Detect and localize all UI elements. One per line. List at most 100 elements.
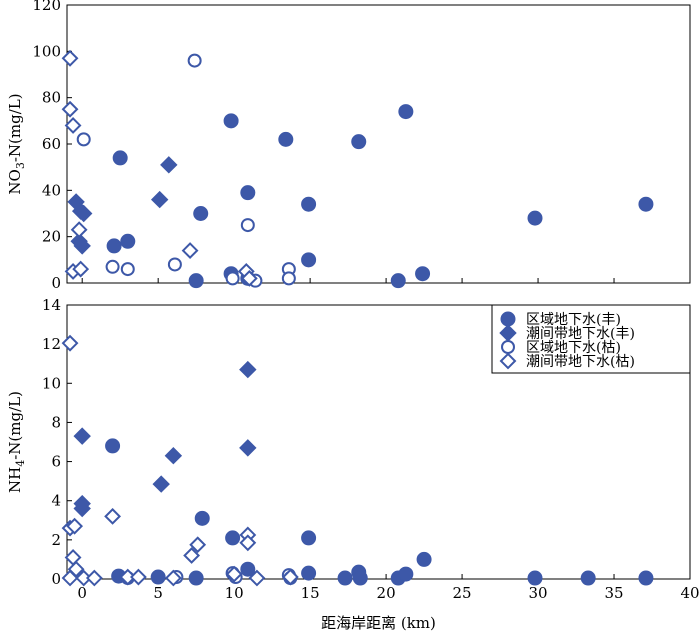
y-tick-label: 0	[51, 570, 61, 588]
data-point	[160, 156, 178, 174]
y-axis-label-part: -N(mg/L)	[6, 391, 24, 460]
legend-marker	[500, 311, 516, 327]
y-axis-label-subscript: 3	[14, 162, 27, 169]
series-4	[61, 49, 258, 287]
data-point	[240, 269, 258, 287]
legend-item: 潮间带地下水(枯)	[499, 352, 635, 370]
data-point	[150, 569, 166, 585]
data-point	[72, 260, 90, 278]
data-point	[85, 569, 103, 587]
x-axis-label: 距海岸距离 (km)	[321, 614, 436, 632]
x-tick-label: 20	[377, 584, 396, 602]
y-axis-label: NH4-N(mg/L)	[6, 391, 27, 493]
x-tick-label: 10	[225, 584, 244, 602]
data-point	[120, 262, 135, 277]
x-tick-label: 25	[453, 584, 472, 602]
series-4	[61, 334, 299, 587]
legend: 区域地下水(丰)潮间带地下水(丰)区域地下水(枯)潮间带地下水(枯)	[491, 304, 691, 374]
data-point	[70, 221, 88, 239]
data-point	[164, 569, 182, 587]
data-point	[61, 334, 79, 352]
y-tick-label: 6	[51, 453, 61, 471]
data-point	[301, 196, 317, 212]
y-axis-label-subscript: 4	[14, 460, 27, 467]
legend-item: 区域地下水(丰)	[500, 311, 621, 328]
data-point	[337, 570, 353, 586]
data-point	[580, 570, 596, 586]
y-axis-label-part: -N(mg/L)	[6, 93, 24, 162]
data-point	[638, 196, 654, 212]
data-point	[183, 547, 201, 564]
y-axis-label-part: NO	[6, 169, 24, 194]
data-point	[301, 530, 317, 546]
data-point	[194, 510, 210, 526]
series-2	[73, 360, 257, 518]
x-tick-label: 40	[680, 584, 699, 602]
data-point	[352, 570, 368, 586]
x-tick-label: 0	[77, 584, 87, 602]
data-point	[76, 132, 91, 147]
data-point	[75, 204, 93, 223]
y-tick-label: 8	[51, 413, 61, 431]
data-point	[73, 499, 91, 518]
data-point	[66, 517, 84, 535]
data-point	[112, 150, 128, 166]
data-point	[239, 439, 257, 457]
y-tick-label: 10	[42, 374, 61, 392]
y-tick-label: 120	[32, 0, 61, 14]
data-point	[164, 446, 183, 465]
y-tick-label: 4	[51, 492, 61, 510]
data-point	[239, 360, 257, 379]
data-point	[240, 218, 255, 233]
legend-label: 潮间带地下水(枯)	[526, 354, 635, 370]
data-point	[415, 266, 431, 282]
legend-marker	[499, 352, 517, 370]
data-point	[225, 271, 240, 286]
data-point	[281, 568, 299, 586]
plot-frame	[66, 4, 691, 284]
y-tick-label: 60	[42, 135, 61, 153]
data-point	[120, 233, 136, 249]
legend-item: 潮间带地下水(丰)	[499, 324, 635, 342]
series-1	[106, 104, 654, 289]
data-point	[239, 534, 257, 552]
y-tick-label: 0	[51, 274, 61, 292]
data-point	[64, 549, 82, 566]
x-tick-label: 35	[604, 584, 623, 602]
data-point	[351, 134, 367, 150]
data-point	[61, 100, 79, 118]
data-point	[104, 507, 121, 525]
y-axis-label: NO3-N(mg/L)	[6, 93, 27, 194]
legend-label: 潮间带地下水(丰)	[526, 326, 635, 342]
data-point	[105, 438, 121, 454]
plot-frame	[66, 304, 691, 580]
data-point	[64, 117, 82, 134]
y-tick-label: 80	[42, 89, 61, 107]
data-point	[150, 190, 169, 209]
data-point	[193, 206, 209, 221]
data-point	[225, 530, 241, 546]
data-point	[398, 104, 414, 120]
y-tick-label: 100	[32, 42, 61, 60]
x-tick-label: 15	[301, 584, 320, 602]
y-tick-label: 40	[42, 181, 61, 199]
data-point	[527, 570, 543, 586]
series-1	[105, 438, 654, 586]
data-point	[181, 242, 199, 259]
series-2	[67, 156, 178, 255]
data-point	[73, 237, 91, 255]
data-point	[301, 252, 317, 268]
data-point	[398, 566, 414, 582]
data-point	[188, 273, 204, 289]
data-point	[390, 273, 406, 289]
data-point	[105, 259, 120, 274]
data-point	[189, 536, 207, 554]
y-tick-label: 20	[42, 228, 61, 246]
legend-label: 区域地下水(枯)	[526, 340, 621, 356]
series-3	[76, 53, 296, 288]
data-point	[225, 565, 243, 583]
data-point	[187, 53, 202, 68]
